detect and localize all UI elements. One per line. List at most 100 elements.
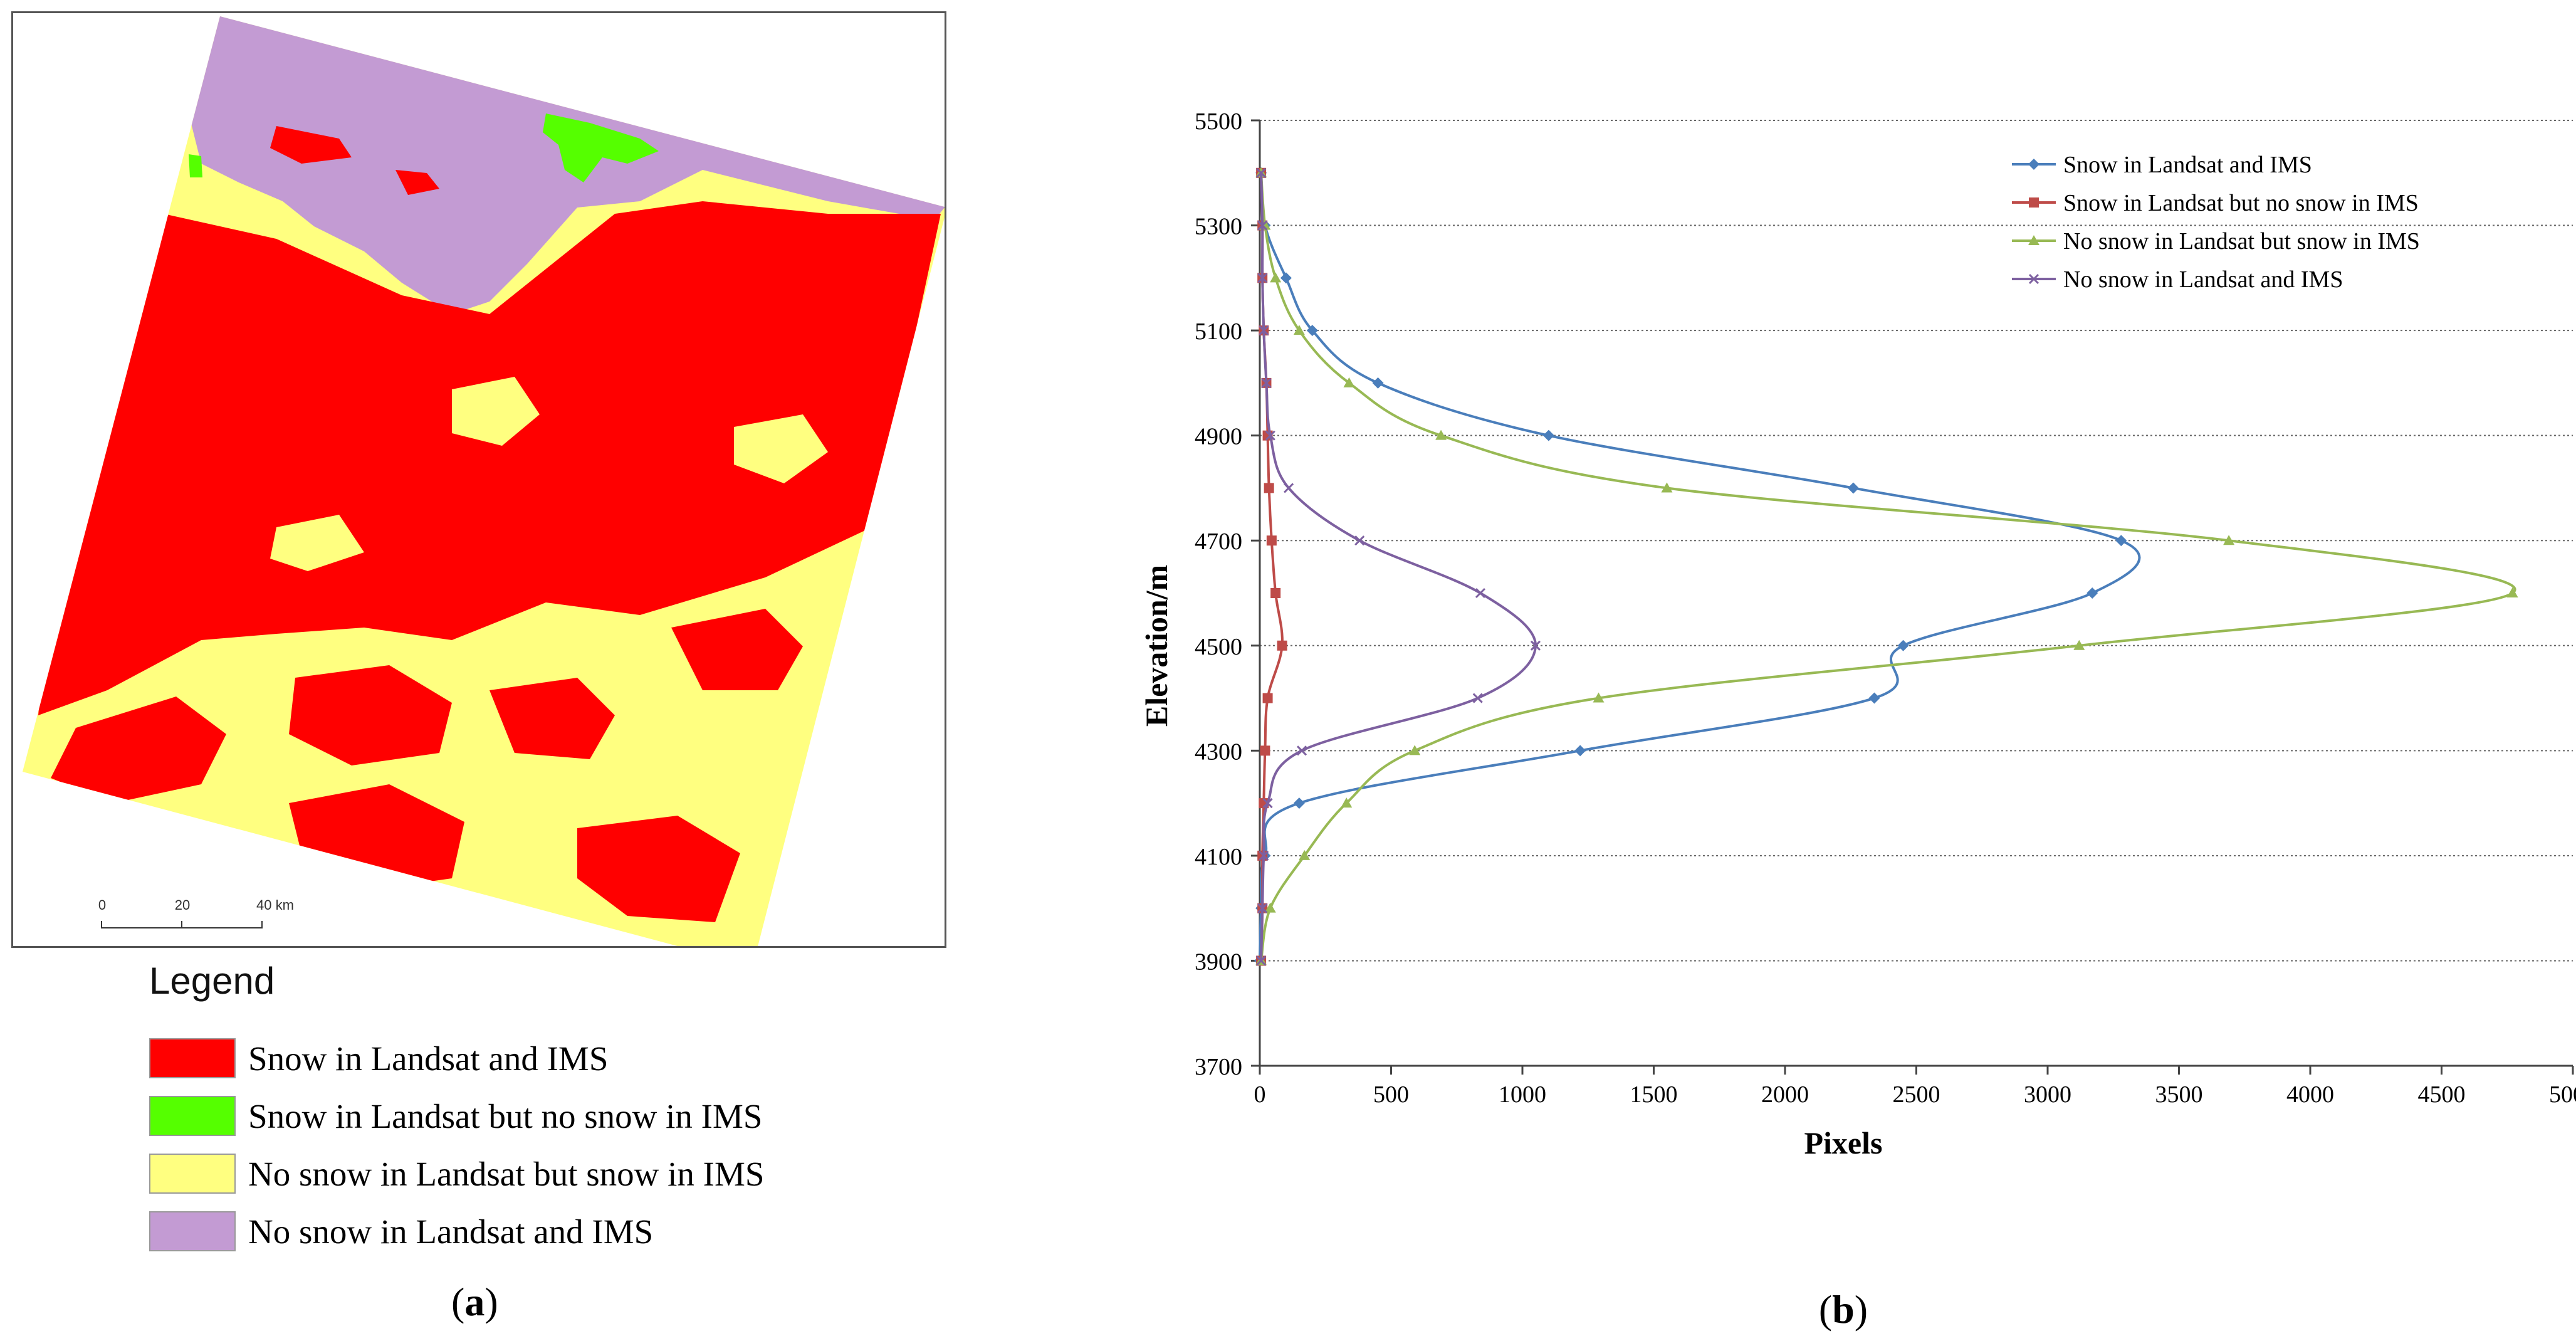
x-tick-label: 3500 [2155, 1081, 2203, 1108]
data-point-series-4 [1259, 325, 1269, 336]
data-point-series-4 [1257, 273, 1268, 283]
data-point-series-4 [1475, 587, 1486, 599]
legend-label: No snow in Landsat and IMS [248, 1212, 654, 1251]
data-point-series-4 [1256, 167, 1267, 178]
marker-stroke [1284, 483, 1294, 493]
marker-stroke [1256, 955, 1267, 966]
scale-bar: 0 20 40 km [98, 897, 294, 941]
scale-bar-label-0: 0 [98, 897, 107, 913]
y-tick-label: 4700 [1195, 529, 1242, 555]
scale-bar-tick [101, 921, 102, 928]
map-region-snow-both [38, 201, 941, 715]
y-tick-label: 3700 [1195, 1054, 1242, 1080]
data-point-series-1 [1897, 639, 1909, 651]
data-point-series-3 [1341, 797, 1353, 808]
data-point-series-1 [1293, 797, 1305, 809]
marker-stroke [1296, 745, 1307, 756]
x-tick-label: 0 [1254, 1081, 1266, 1108]
map-region-snow-landsat-only-small [189, 154, 202, 177]
data-point-series-4 [1284, 483, 1294, 493]
y-tick-label: 3900 [1195, 949, 1242, 975]
data-point-series-2 [1266, 535, 1277, 546]
map-region-snow-both-south-5 [577, 816, 740, 922]
chart-tick-labels: 3700 3900 4100 4300 4500 4700 4900 5100 5300 5500… [1195, 108, 2576, 1108]
legend-swatch [149, 1154, 236, 1194]
x-tick-label: 1500 [1630, 1081, 1678, 1108]
data-point-series-1 [1847, 482, 1859, 494]
map-region-snow-landsat-only [543, 113, 659, 182]
map-region-snow-both-south-2 [289, 665, 452, 765]
legend-label: No snow in Landsat and IMS [2063, 266, 2343, 293]
data-point-series-1 [1280, 272, 1292, 284]
series-line-4 [1260, 172, 1537, 961]
data-point-series-3 [1270, 272, 1282, 283]
x-axis-title: Pixels [1804, 1125, 1883, 1160]
data-point-series-4 [1530, 640, 1541, 651]
map-region-yellow-island-3 [270, 515, 364, 571]
data-point-series-3 [2506, 587, 2518, 597]
legend-title: Legend [149, 960, 275, 1002]
data-point-series-3 [1593, 692, 1605, 703]
x-tick-label: 3000 [2024, 1081, 2071, 1108]
data-point-series-2 [1262, 693, 1273, 703]
data-point-series-3 [1293, 325, 1305, 335]
snow-classification-map [23, 16, 945, 946]
map-region-red-speck-3 [878, 214, 935, 245]
map-region-red-speck-1 [270, 126, 352, 164]
data-point-series-2 [1264, 483, 1274, 493]
chart-legend: Snow in Landsat and IMS Snow in Landsat b… [2012, 152, 2420, 293]
data-point-series-3 [1343, 377, 1355, 387]
caption-letter: b [1832, 1287, 1855, 1332]
data-point-series-4 [1296, 745, 1307, 756]
caption-paren-close: ) [1855, 1287, 1868, 1332]
y-tick-label: 4100 [1195, 844, 1242, 870]
legend-label: Snow in Landsat but no snow in IMS [248, 1096, 763, 1135]
data-point-series-4 [1259, 850, 1269, 861]
chart-gridlines [1260, 120, 2573, 962]
map-region-yellow-island-1 [452, 377, 540, 446]
data-point-series-4 [1257, 220, 1268, 231]
marker-stroke [2028, 273, 2039, 285]
legend-swatch [149, 1038, 236, 1078]
data-point-series-1 [2086, 587, 2098, 599]
marker-stroke [1472, 693, 1483, 703]
legend-item-no-snow-both: No snow in Landsat and IMS [149, 1211, 653, 1252]
map-region-snow-both-south-3 [490, 678, 615, 759]
legend-label: Snow in Landsat but no snow in IMS [2063, 190, 2419, 216]
panel-b-caption: (b) [1819, 1287, 1868, 1332]
data-point-series-3 [1435, 429, 1447, 440]
data-point-series-1 [1372, 377, 1384, 389]
scale-bar-label-20: 20 [174, 897, 191, 913]
marker-stroke [1354, 535, 1365, 546]
caption-letter: a [464, 1280, 485, 1324]
x-tick-label: 2000 [1761, 1081, 1809, 1108]
data-point-series-3 [1661, 482, 1673, 493]
legend-marker [2028, 159, 2039, 170]
legend-swatch [149, 1096, 236, 1136]
y-tick-label: 4900 [1195, 424, 1242, 450]
legend-label: No snow in Landsat but snow in IMS [248, 1154, 765, 1193]
series-line-3 [1260, 172, 2516, 961]
data-point-series-2 [1270, 588, 1281, 598]
y-axis-title: Elevation/m [1139, 565, 1174, 727]
data-point-series-3 [1299, 849, 1311, 860]
data-point-series-4 [1262, 798, 1273, 809]
scale-bar-label-40: 40 km [256, 897, 294, 913]
legend-label: Snow in Landsat and IMS [2063, 152, 2312, 178]
data-point-series-3 [2073, 639, 2085, 650]
y-tick-label: 4500 [1195, 634, 1242, 660]
data-point-series-1 [1542, 429, 1554, 441]
series-line-1 [1259, 172, 2141, 961]
x-tick-label: 1000 [1499, 1081, 1546, 1108]
map-region-snow-both-south-1 [51, 697, 226, 803]
legend-marker [2028, 273, 2039, 285]
data-point-series-4 [1265, 430, 1275, 441]
data-point-series-4 [1256, 955, 1267, 966]
marker-stroke [1257, 273, 1268, 283]
marker-stroke [1259, 850, 1269, 861]
marker-stroke [1475, 587, 1486, 599]
data-point-series-2 [1277, 640, 1287, 651]
marker-stroke [1257, 220, 1268, 231]
panel-a-caption: (a) [451, 1279, 498, 1325]
